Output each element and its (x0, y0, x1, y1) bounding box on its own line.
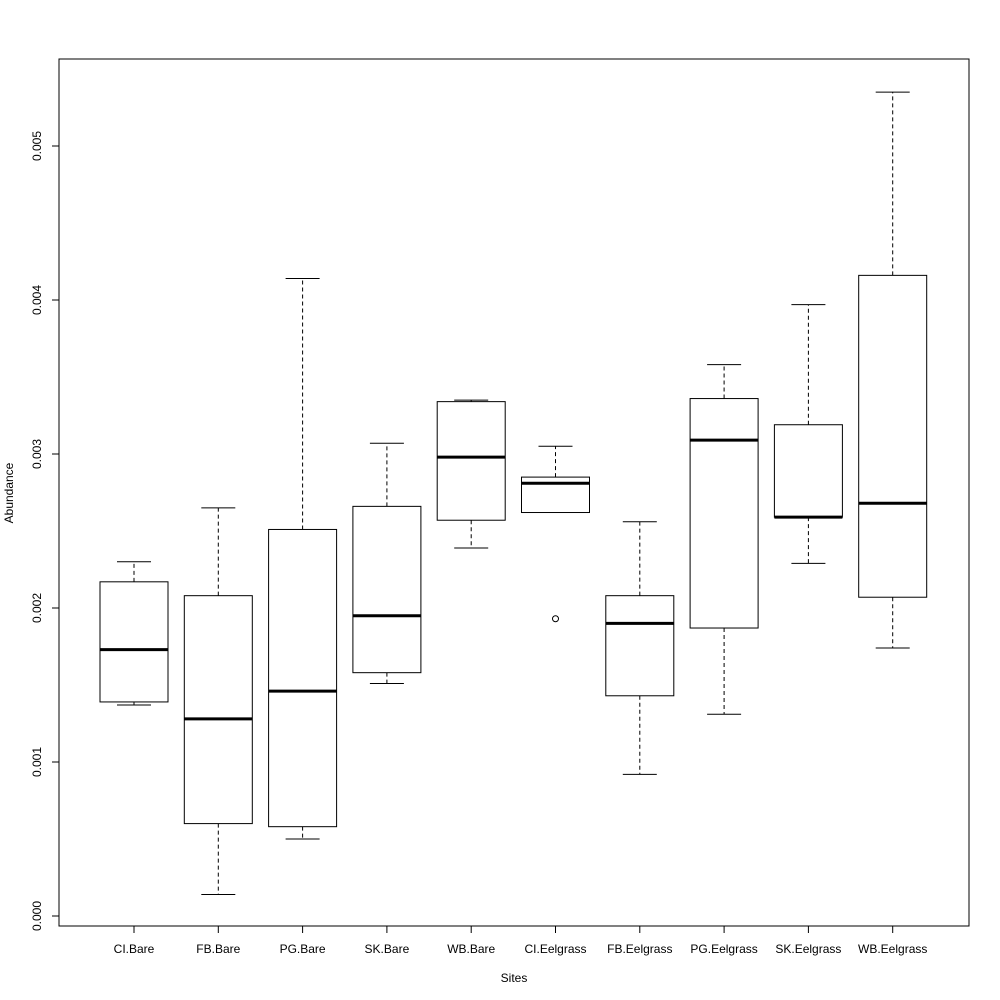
box-SK.Eelgrass (773, 304, 843, 564)
x-tick-label: WB.Eelgrass (858, 942, 927, 956)
box-WB.Eelgrass (858, 91, 928, 649)
x-axis: CI.Bare FB.Bare PG.Bare SK.Bare WB.Bare CI.Ee… (114, 925, 927, 956)
box-SK.Bare (352, 442, 422, 684)
y-tick-label: 0.005 (30, 131, 44, 161)
outlier-point (552, 615, 559, 623)
x-tick-label: CI.Eelgrass (524, 942, 586, 956)
box-PG.Bare (268, 277, 338, 840)
box-body (605, 595, 675, 697)
box-body (183, 595, 253, 825)
x-tick-label: PG.Eelgrass (690, 942, 757, 956)
x-tick-label: WB.Bare (447, 942, 495, 956)
y-tick-label: 0.003 (30, 439, 44, 469)
box-series (99, 91, 928, 895)
x-tick-label: SK.Eelgrass (775, 942, 841, 956)
box-body (436, 401, 506, 521)
x-axis-label: Sites (501, 971, 528, 985)
x-tick-label: FB.Eelgrass (607, 942, 672, 956)
x-tick-label: FB.Bare (196, 942, 240, 956)
box-body (858, 274, 928, 598)
y-tick-label: 0.001 (30, 747, 44, 777)
box-PG.Eelgrass (689, 364, 759, 715)
x-tick-label: SK.Bare (365, 942, 410, 956)
y-axis: 0.000 0.001 0.002 0.003 0.004 0.005 (30, 131, 60, 931)
y-tick-label: 0.002 (30, 593, 44, 623)
box-body (99, 581, 169, 703)
y-axis-label: Abundance (2, 462, 16, 523)
box-CI.Bare (99, 561, 169, 706)
box-FB.Eelgrass (605, 521, 675, 775)
box-body (773, 424, 843, 518)
x-tick-label: CI.Bare (114, 942, 155, 956)
y-tick-label: 0.004 (30, 285, 44, 315)
box-FB.Bare (183, 507, 253, 895)
box-body (689, 398, 759, 629)
box-WB.Bare (436, 399, 506, 549)
box-CI.Eelgrass (521, 445, 590, 623)
box-body (352, 505, 422, 674)
y-tick-label: 0.000 (30, 901, 44, 931)
box-body (268, 528, 338, 828)
x-tick-label: PG.Bare (280, 942, 326, 956)
